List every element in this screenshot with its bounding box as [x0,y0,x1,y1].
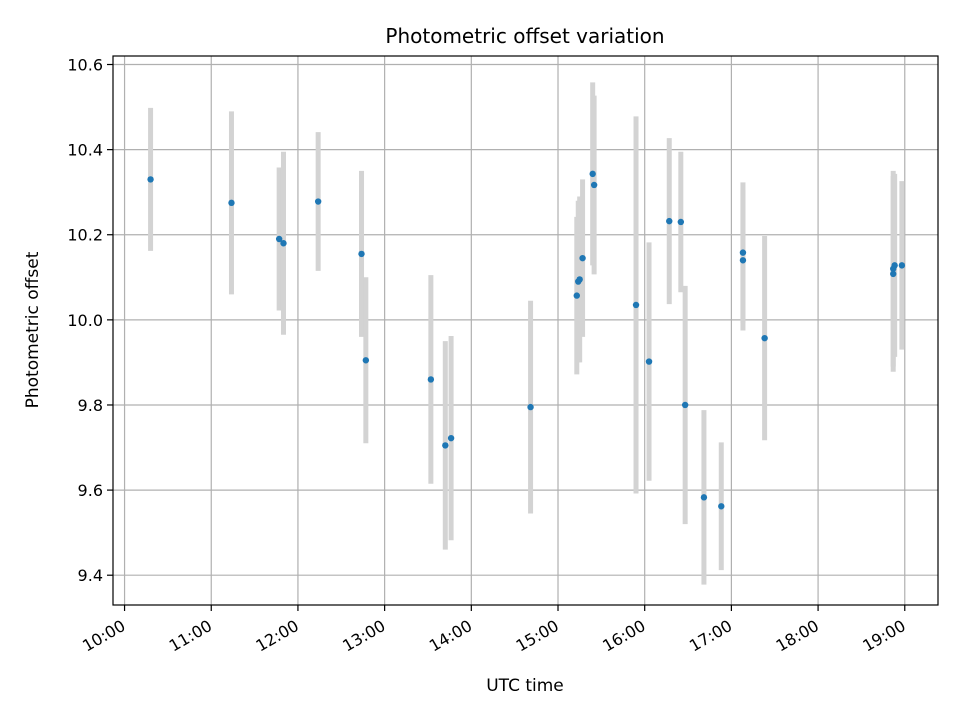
data-point [739,249,747,256]
data-point [362,357,370,364]
data-point [589,170,596,178]
data-point [666,217,673,225]
data-point [280,240,287,247]
y-tick-label: 10.2 [67,226,103,245]
data-point [527,403,534,411]
data-point [761,334,768,342]
data-point [645,358,653,365]
grid [113,56,938,605]
data-point [427,376,435,383]
data-point [718,503,725,510]
data-point [700,494,708,501]
data-point [890,270,897,278]
data-point [677,218,685,226]
y-tick-label: 10.4 [67,141,103,160]
data-point [275,235,283,243]
y-tick-label: 9.8 [78,396,103,415]
plot-frame [112,55,939,606]
data-point [314,198,322,205]
y-tick-label: 10.0 [67,311,103,330]
data-points [147,170,906,510]
data-point [442,442,449,449]
data-point [228,199,235,207]
data-point [681,401,689,409]
data-point [576,276,583,283]
data-point [891,262,898,269]
y-tick-label: 10.6 [67,56,103,75]
chart-title: Photometric offset variation [385,24,664,48]
data-point [358,250,365,258]
y-axis: 9.4 9.6 9.8 10.0 10.2 10.4 10.6 [67,56,113,585]
data-point [147,176,154,183]
data-point [573,292,580,299]
y-tick-label: 9.4 [78,566,103,585]
data-point [579,254,586,262]
x-axis-label: UTC time [486,676,564,696]
data-point [739,257,747,264]
data-point [590,181,598,189]
y-tick-label: 9.6 [78,481,103,500]
data-point [632,301,640,309]
data-point [447,434,455,442]
y-axis-label: Photometric offset [23,251,43,408]
data-point [898,262,906,269]
